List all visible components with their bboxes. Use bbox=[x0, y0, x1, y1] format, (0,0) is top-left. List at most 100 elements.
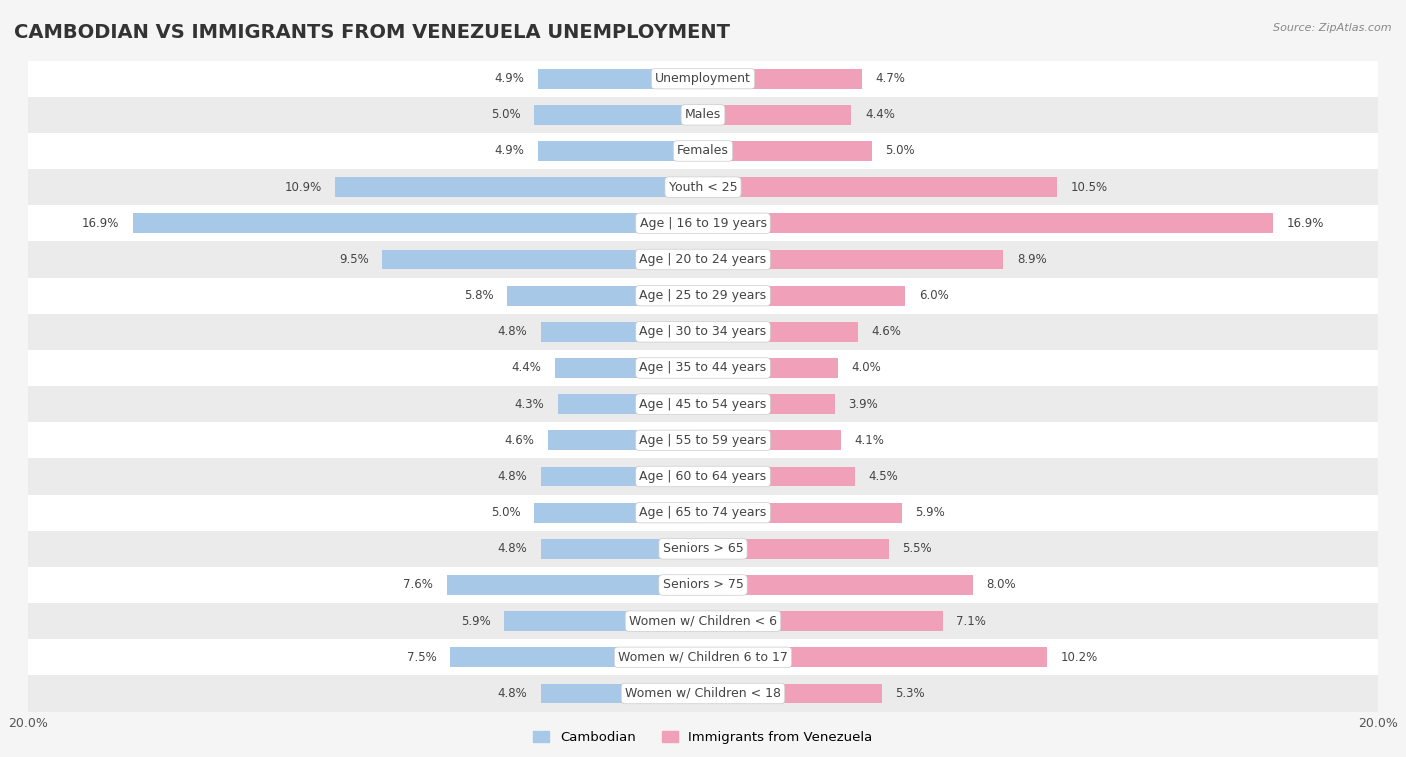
Text: 5.9%: 5.9% bbox=[915, 506, 945, 519]
Text: Unemployment: Unemployment bbox=[655, 72, 751, 85]
Text: Source: ZipAtlas.com: Source: ZipAtlas.com bbox=[1274, 23, 1392, 33]
Text: 4.5%: 4.5% bbox=[869, 470, 898, 483]
Text: 4.3%: 4.3% bbox=[515, 397, 544, 410]
Text: Females: Females bbox=[678, 145, 728, 157]
Text: 16.9%: 16.9% bbox=[1286, 217, 1324, 230]
Bar bbox=[554, 358, 703, 378]
Bar bbox=[447, 575, 703, 595]
Text: 8.0%: 8.0% bbox=[987, 578, 1017, 591]
FancyBboxPatch shape bbox=[28, 313, 1378, 350]
Bar bbox=[703, 322, 858, 341]
Text: Youth < 25: Youth < 25 bbox=[669, 181, 737, 194]
Bar bbox=[703, 575, 973, 595]
FancyBboxPatch shape bbox=[28, 205, 1378, 241]
Bar bbox=[703, 105, 852, 125]
FancyBboxPatch shape bbox=[28, 531, 1378, 567]
Text: 4.8%: 4.8% bbox=[498, 542, 527, 556]
Bar bbox=[703, 539, 889, 559]
Text: 7.6%: 7.6% bbox=[404, 578, 433, 591]
FancyBboxPatch shape bbox=[28, 386, 1378, 422]
Bar bbox=[541, 322, 703, 341]
Bar bbox=[541, 466, 703, 487]
Legend: Cambodian, Immigrants from Venezuela: Cambodian, Immigrants from Venezuela bbox=[533, 731, 873, 744]
Text: 4.1%: 4.1% bbox=[855, 434, 884, 447]
Bar bbox=[548, 431, 703, 450]
Text: 5.8%: 5.8% bbox=[464, 289, 494, 302]
Text: Age | 16 to 19 years: Age | 16 to 19 years bbox=[640, 217, 766, 230]
Bar bbox=[703, 250, 1004, 269]
Text: Age | 45 to 54 years: Age | 45 to 54 years bbox=[640, 397, 766, 410]
Bar bbox=[703, 431, 841, 450]
Text: CAMBODIAN VS IMMIGRANTS FROM VENEZUELA UNEMPLOYMENT: CAMBODIAN VS IMMIGRANTS FROM VENEZUELA U… bbox=[14, 23, 730, 42]
Bar bbox=[703, 466, 855, 487]
Bar bbox=[703, 394, 835, 414]
Bar bbox=[537, 69, 703, 89]
Text: 7.5%: 7.5% bbox=[406, 651, 436, 664]
Bar bbox=[703, 503, 903, 522]
Bar bbox=[382, 250, 703, 269]
FancyBboxPatch shape bbox=[28, 603, 1378, 639]
FancyBboxPatch shape bbox=[28, 133, 1378, 169]
FancyBboxPatch shape bbox=[28, 169, 1378, 205]
Bar bbox=[537, 141, 703, 161]
Bar bbox=[558, 394, 703, 414]
FancyBboxPatch shape bbox=[28, 639, 1378, 675]
Text: 5.9%: 5.9% bbox=[461, 615, 491, 628]
Text: 4.6%: 4.6% bbox=[872, 326, 901, 338]
Text: 4.4%: 4.4% bbox=[512, 362, 541, 375]
FancyBboxPatch shape bbox=[28, 459, 1378, 494]
FancyBboxPatch shape bbox=[28, 61, 1378, 97]
Text: 6.0%: 6.0% bbox=[920, 289, 949, 302]
Bar bbox=[703, 647, 1047, 667]
Text: 9.5%: 9.5% bbox=[339, 253, 368, 266]
Bar bbox=[703, 285, 905, 306]
Text: 4.4%: 4.4% bbox=[865, 108, 894, 121]
FancyBboxPatch shape bbox=[28, 278, 1378, 313]
Text: 10.2%: 10.2% bbox=[1060, 651, 1098, 664]
Bar bbox=[534, 503, 703, 522]
Text: 4.0%: 4.0% bbox=[852, 362, 882, 375]
Bar bbox=[503, 611, 703, 631]
FancyBboxPatch shape bbox=[28, 494, 1378, 531]
Text: Age | 20 to 24 years: Age | 20 to 24 years bbox=[640, 253, 766, 266]
Text: Women w/ Children < 6: Women w/ Children < 6 bbox=[628, 615, 778, 628]
Text: 3.9%: 3.9% bbox=[848, 397, 877, 410]
Text: Age | 65 to 74 years: Age | 65 to 74 years bbox=[640, 506, 766, 519]
Text: 4.8%: 4.8% bbox=[498, 470, 527, 483]
Bar bbox=[703, 358, 838, 378]
Text: 4.8%: 4.8% bbox=[498, 687, 527, 700]
FancyBboxPatch shape bbox=[28, 675, 1378, 712]
Bar bbox=[703, 611, 942, 631]
Text: 5.0%: 5.0% bbox=[491, 108, 520, 121]
Bar bbox=[450, 647, 703, 667]
Text: Age | 60 to 64 years: Age | 60 to 64 years bbox=[640, 470, 766, 483]
Text: Age | 35 to 44 years: Age | 35 to 44 years bbox=[640, 362, 766, 375]
Bar bbox=[541, 539, 703, 559]
Bar bbox=[541, 684, 703, 703]
Text: Age | 25 to 29 years: Age | 25 to 29 years bbox=[640, 289, 766, 302]
Text: 4.8%: 4.8% bbox=[498, 326, 527, 338]
Text: 10.9%: 10.9% bbox=[284, 181, 322, 194]
FancyBboxPatch shape bbox=[28, 97, 1378, 133]
Bar bbox=[132, 213, 703, 233]
Text: Seniors > 65: Seniors > 65 bbox=[662, 542, 744, 556]
FancyBboxPatch shape bbox=[28, 241, 1378, 278]
Text: 5.0%: 5.0% bbox=[491, 506, 520, 519]
Bar bbox=[703, 69, 862, 89]
Text: 4.6%: 4.6% bbox=[505, 434, 534, 447]
Text: 10.5%: 10.5% bbox=[1071, 181, 1108, 194]
Text: 4.7%: 4.7% bbox=[875, 72, 905, 85]
Text: 5.3%: 5.3% bbox=[896, 687, 925, 700]
Text: 4.9%: 4.9% bbox=[495, 145, 524, 157]
FancyBboxPatch shape bbox=[28, 422, 1378, 459]
Bar bbox=[534, 105, 703, 125]
Bar bbox=[335, 177, 703, 197]
FancyBboxPatch shape bbox=[28, 350, 1378, 386]
Bar bbox=[703, 177, 1057, 197]
Text: 5.5%: 5.5% bbox=[903, 542, 932, 556]
Text: 4.9%: 4.9% bbox=[495, 72, 524, 85]
Text: Age | 30 to 34 years: Age | 30 to 34 years bbox=[640, 326, 766, 338]
Text: 7.1%: 7.1% bbox=[956, 615, 986, 628]
FancyBboxPatch shape bbox=[28, 567, 1378, 603]
Bar bbox=[703, 213, 1274, 233]
